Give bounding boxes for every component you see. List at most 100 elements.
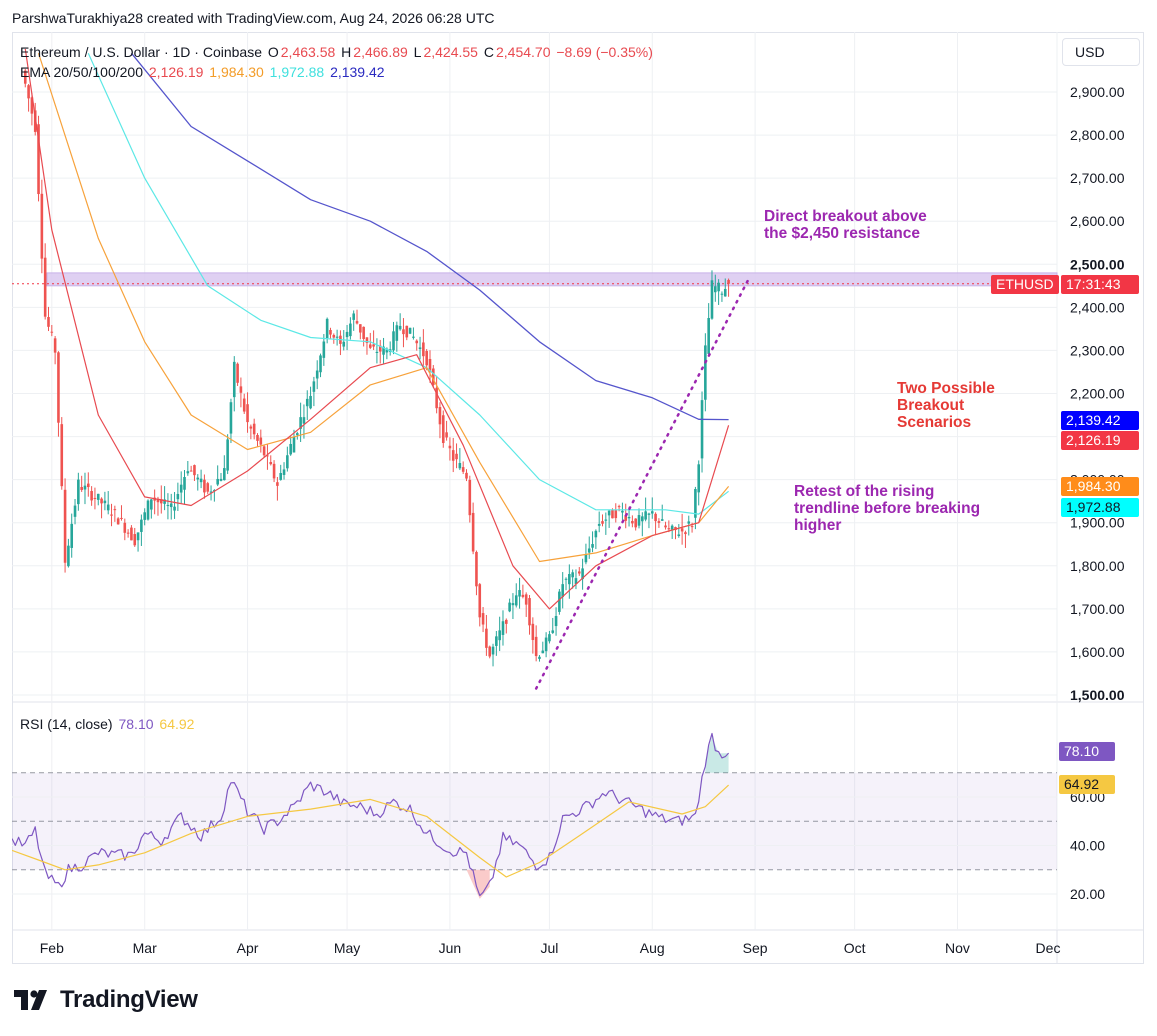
candle-body-down [30, 97, 34, 114]
candle-body-down [485, 628, 488, 648]
candle-body-up [375, 351, 379, 353]
price-tick-label: 2,800.00 [1070, 127, 1125, 143]
candle-body-up [514, 595, 518, 606]
countdown-tag: 17:31:43 [1061, 275, 1139, 294]
price-tick-label: 2,500.00 [1070, 256, 1125, 272]
candle-body-down [372, 344, 375, 347]
candle-body-up [176, 493, 180, 500]
candle-body-up [587, 548, 591, 553]
annotation-line: Breakout [897, 397, 965, 414]
tradingview-logo[interactable]: TradingView [14, 986, 198, 1014]
annotation-line: Retest of the rising [794, 483, 935, 500]
candle-body-up [163, 499, 166, 504]
brand-name: TradingView [60, 986, 198, 1013]
candle-body-up [412, 336, 415, 338]
candle-body-up [491, 646, 495, 655]
time-axis-label: Sep [743, 940, 768, 956]
candle-body-up [342, 341, 346, 347]
candle-body-down [329, 329, 332, 335]
candle-body-up [710, 280, 714, 319]
candle-body-up [597, 523, 601, 526]
candle-body-up [385, 348, 389, 353]
candle-body-down [435, 387, 438, 409]
candle-body-up [296, 433, 299, 436]
price-legend: Ethereum / U.S. Dollar · 1D · Coinbase O… [20, 43, 655, 61]
ema-legend: EMA 20/50/100/200 2,126.19 1,984.30 1,97… [20, 63, 387, 81]
candle-body-up [495, 636, 498, 646]
candle-body-down [120, 517, 123, 519]
rsi-ma-value: 64.92 [159, 716, 195, 732]
candle-body-up [345, 331, 349, 338]
ema200-value: 2,139.42 [330, 64, 385, 80]
price-tick-label: 1,500.00 [1070, 687, 1125, 703]
time-axis-label: Feb [40, 940, 64, 956]
annotation-line: Direct breakout above [764, 208, 927, 225]
currency-selector[interactable]: USD [1062, 38, 1140, 66]
candle-body-up [714, 286, 717, 293]
candle-body-up [146, 500, 150, 520]
candle-body-up [382, 346, 385, 355]
open-label: O [267, 44, 279, 60]
candle-body-down [521, 594, 525, 597]
candle-body-up [647, 513, 651, 515]
candle-body-down [27, 85, 30, 99]
candle-body-up [564, 578, 568, 580]
candle-body-down [478, 584, 482, 618]
candle-body-down [50, 331, 54, 333]
candle-body-up [67, 545, 70, 567]
candle-body-up [511, 603, 515, 606]
annotation-line: trendline before breaking [794, 500, 981, 517]
price-tick-label: 2,700.00 [1070, 170, 1125, 186]
candle-body-up [568, 574, 571, 585]
candle-body-up [136, 532, 140, 541]
symbol-tag: ETHUSD [991, 275, 1059, 294]
candle-body-down [332, 334, 336, 338]
price-tick-label: 2,200.00 [1070, 386, 1125, 402]
candle-body-down [405, 325, 409, 338]
candle-body-up [289, 443, 292, 455]
candle-body-down [690, 526, 694, 528]
candle-body-up [508, 602, 511, 612]
ema100-value: 1,972.88 [269, 64, 325, 80]
candle-body-down [428, 358, 432, 372]
annotation-line: higher [794, 517, 842, 534]
candle-body-down [438, 407, 442, 425]
candle-body-down [432, 368, 435, 385]
candle-body-down [468, 479, 472, 516]
candle-body-down [60, 424, 64, 487]
candle-body-down [422, 342, 425, 357]
candle-body-up [83, 485, 87, 490]
candle-body-down [667, 528, 671, 530]
candle-body-down [239, 386, 243, 393]
candle-body-up [209, 491, 213, 493]
candle-body-up [103, 500, 107, 504]
candle-body-up [607, 510, 611, 516]
candle-body-down [654, 513, 657, 522]
candle-body-down [601, 521, 604, 524]
ema50-value: 1,984.30 [209, 64, 264, 80]
candle-body-up [279, 472, 283, 480]
candle-body-down [441, 415, 445, 444]
candle-body-down [249, 426, 253, 429]
candle-body-down [359, 324, 362, 333]
candle-body-up [232, 361, 236, 398]
candle-body-down [631, 520, 634, 524]
candle-body-up [717, 282, 720, 292]
annotation-scenarios: Two Possible Breakout Scenarios [897, 380, 995, 431]
candle-body-up [660, 519, 664, 521]
candle-body-down [524, 594, 528, 605]
candle-body-up [697, 464, 701, 493]
candle-body-down [189, 470, 193, 472]
candle-body-up [594, 530, 598, 538]
candle-body-down [365, 337, 369, 343]
candle-body-up [166, 505, 170, 507]
tradingview-logo-icon [14, 990, 47, 1010]
candle-body-down [531, 623, 535, 641]
candle-body-down [57, 352, 60, 423]
candle-body-up [70, 523, 74, 548]
candle-body-up [282, 469, 286, 475]
candle-body-down [362, 326, 365, 339]
change-value: −8.69 (−0.35%) [556, 44, 653, 60]
candle-body-up [518, 590, 521, 597]
